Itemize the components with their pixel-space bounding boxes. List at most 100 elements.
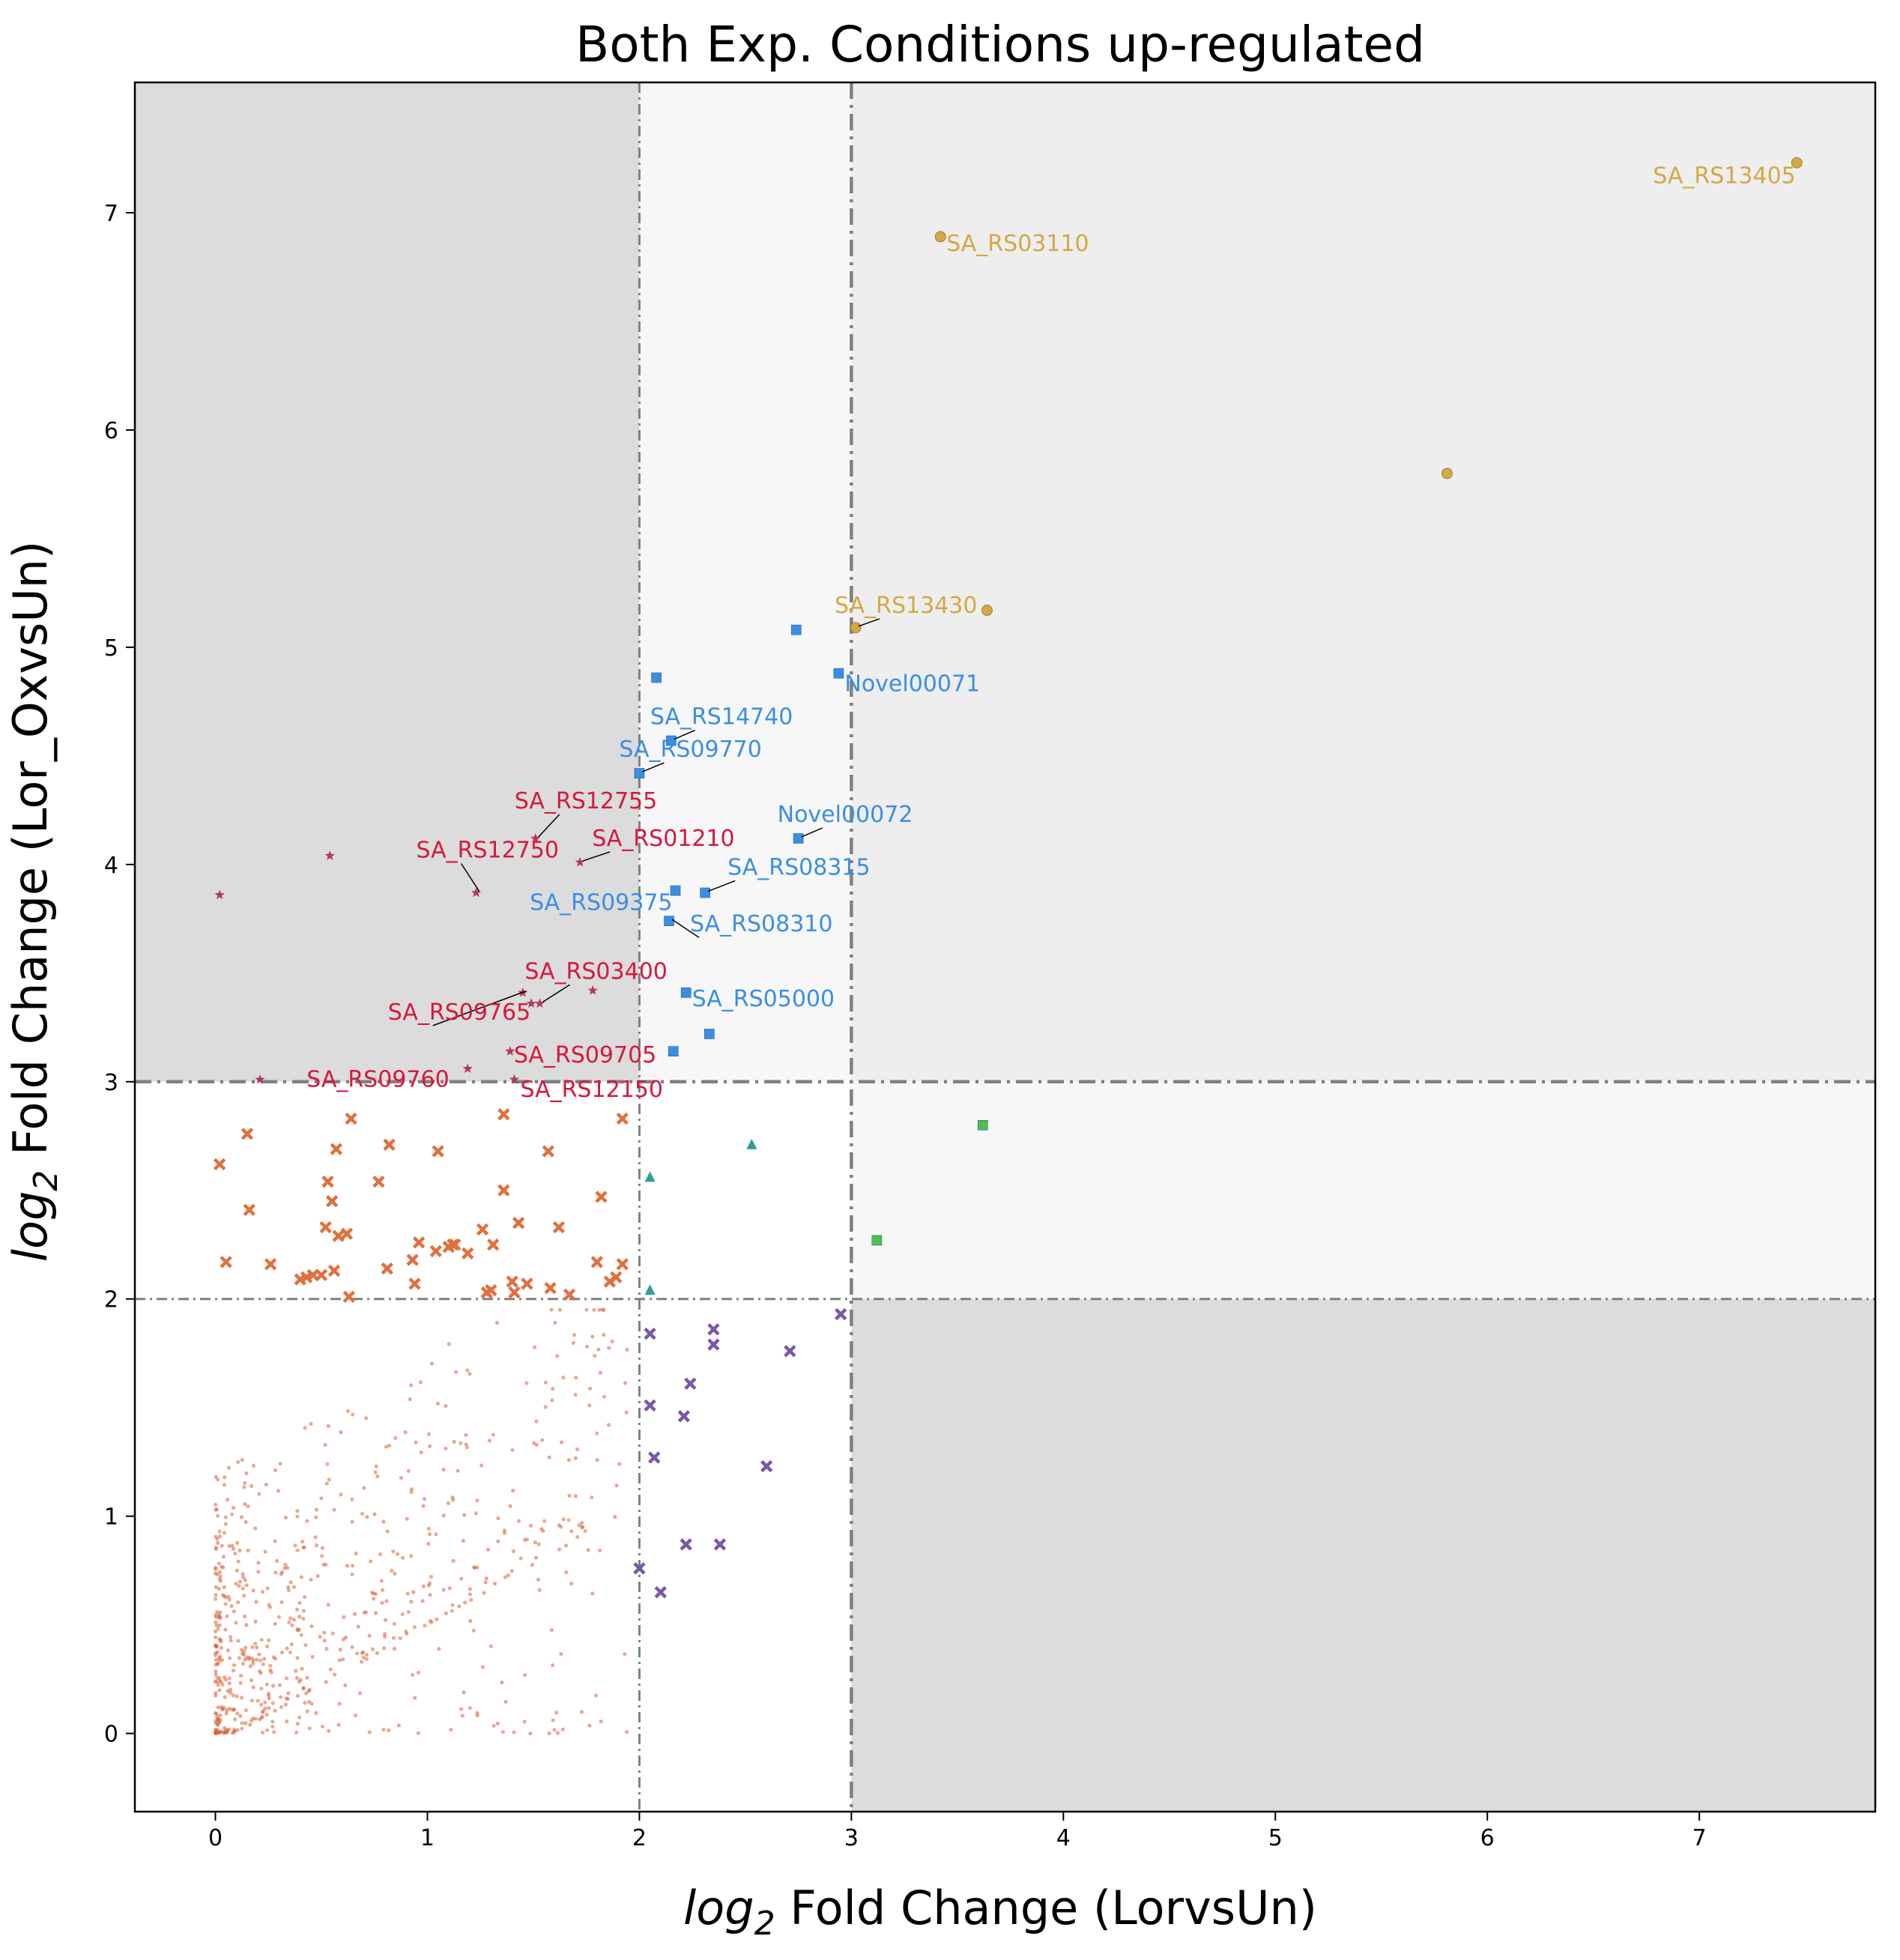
cloud-point <box>435 1401 441 1406</box>
cloud-point <box>464 1433 468 1437</box>
cloud-point <box>297 1715 302 1719</box>
cloud-point <box>249 1483 254 1488</box>
cloud-point <box>587 1723 592 1728</box>
cloud-point <box>243 1480 247 1485</box>
cloud-point <box>459 1441 463 1445</box>
x-tick-label: 5 <box>1268 1825 1283 1851</box>
cloud-point <box>214 1693 218 1698</box>
cloud-point <box>451 1558 456 1563</box>
cloud-point <box>231 1546 236 1551</box>
cloud-point <box>360 1651 365 1655</box>
cloud-point <box>239 1515 244 1519</box>
cloud-point <box>251 1658 255 1663</box>
cloud-point <box>524 1381 529 1385</box>
cloud-point <box>217 1636 222 1641</box>
cloud-point <box>561 1376 566 1380</box>
data-point <box>684 1377 697 1390</box>
cloud-point <box>223 1522 228 1526</box>
cloud-point <box>249 1699 254 1703</box>
data-point <box>381 1262 393 1275</box>
cloud-point <box>285 1676 289 1681</box>
data-point <box>616 1112 629 1125</box>
cloud-point <box>310 1654 315 1659</box>
cloud-point <box>327 1477 331 1482</box>
data-point <box>668 1046 679 1056</box>
cloud-point <box>336 1722 341 1727</box>
cloud-point <box>235 1711 240 1716</box>
cloud-point <box>512 1730 516 1734</box>
cloud-point <box>491 1723 496 1728</box>
cloud-point <box>595 1458 599 1463</box>
cloud-point <box>222 1705 226 1710</box>
cloud-point <box>468 1587 472 1591</box>
cloud-point <box>418 1380 423 1385</box>
cloud-point <box>242 1649 246 1654</box>
cloud-point <box>214 1613 218 1618</box>
cloud-point <box>257 1652 261 1657</box>
cloud-point <box>421 1584 426 1588</box>
cloud-point <box>326 1603 330 1607</box>
y-tick-label: 6 <box>104 418 118 444</box>
data-point <box>449 1238 462 1251</box>
cloud-point <box>314 1507 319 1512</box>
cloud-point <box>223 1695 227 1699</box>
cloud-point <box>495 1721 500 1725</box>
cloud-point <box>238 1714 243 1718</box>
cloud-point <box>217 1586 222 1591</box>
cloud-point <box>214 1609 220 1615</box>
cloud-point <box>398 1636 402 1641</box>
cloud-point <box>251 1685 255 1690</box>
cloud-point <box>441 1513 446 1518</box>
cloud-point <box>361 1655 366 1660</box>
cloud-point <box>587 1403 592 1408</box>
cloud-point <box>579 1710 584 1714</box>
cloud-point <box>216 1513 220 1518</box>
cloud-point <box>400 1555 405 1560</box>
cloud-point <box>444 1403 448 1409</box>
cloud-point <box>299 1575 303 1579</box>
cloud-point <box>390 1568 394 1573</box>
annotation-label: SA_RS13405 <box>1653 163 1795 189</box>
y-tick-label: 7 <box>104 201 118 227</box>
cloud-point <box>355 1651 360 1656</box>
cloud-point <box>289 1642 294 1647</box>
cloud-point <box>214 1669 218 1674</box>
data-point <box>977 1119 988 1131</box>
annotation-label: SA_RS12150 <box>520 1077 662 1103</box>
y-axis-title: log2 Fold Change (Lor_OxvsUn) <box>3 541 65 1262</box>
cloud-point <box>429 1574 434 1579</box>
cloud-point <box>587 1386 593 1391</box>
annotation-leader-line <box>538 814 560 838</box>
cloud-point <box>320 1724 325 1729</box>
cloud-point <box>393 1436 398 1440</box>
cloud-point <box>278 1695 283 1699</box>
annotation-label: SA_RS09760 <box>306 1066 449 1092</box>
cloud-point <box>249 1719 254 1723</box>
cloud-point <box>273 1657 278 1661</box>
cloud-point <box>354 1713 358 1718</box>
cloud-point <box>503 1575 507 1579</box>
cloud-point <box>305 1675 309 1680</box>
data-point <box>664 916 674 927</box>
cloud-point <box>324 1680 328 1684</box>
cloud-point <box>385 1529 390 1534</box>
cloud-point <box>384 1445 388 1449</box>
cloud-point <box>391 1549 396 1554</box>
cloud-point <box>303 1701 307 1705</box>
annotation-label: SA_RS03110 <box>946 231 1089 257</box>
cloud-point <box>287 1620 291 1625</box>
cloud-point <box>243 1645 248 1650</box>
cloud-point <box>536 1577 540 1582</box>
cloud-point <box>222 1594 226 1598</box>
cloud-point <box>444 1611 448 1615</box>
cloud-point <box>617 1462 622 1466</box>
cloud-point <box>457 1604 462 1609</box>
cloud-point <box>539 1527 544 1531</box>
cloud-point <box>372 1512 377 1516</box>
cloud-point <box>372 1597 376 1601</box>
cloud-point <box>250 1645 255 1650</box>
cloud-point <box>416 1670 421 1675</box>
threshold-lines <box>135 82 1875 1812</box>
cloud-point <box>406 1469 411 1473</box>
region-1 <box>639 82 852 1082</box>
